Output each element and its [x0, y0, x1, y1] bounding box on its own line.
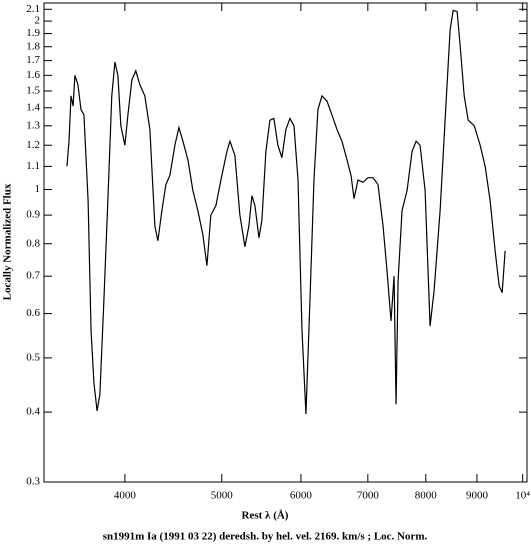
- x-axis-label: Rest λ (Å): [242, 510, 289, 522]
- y-tick-label: 0.6: [26, 307, 40, 319]
- y-tick-label: 0.3: [26, 476, 40, 488]
- y-tick-label: 0.8: [26, 237, 40, 249]
- y-tick-label: 2: [35, 15, 41, 27]
- y-tick-label: 1.8: [26, 40, 40, 52]
- spectrum-line: [66, 9, 506, 414]
- y-tick-label: 1.3: [26, 119, 40, 131]
- y-tick-label: 1.7: [26, 54, 40, 66]
- x-tick-label: 10⁴: [515, 490, 530, 502]
- y-tick-label: 1.4: [26, 101, 40, 113]
- y-axis-label: Locally Normalized Flux: [2, 183, 14, 300]
- y-tick-label: 1: [35, 183, 41, 195]
- y-tick-label: 1.6: [26, 69, 40, 81]
- x-tick-label: 8000: [415, 490, 438, 502]
- y-tick-label: 1.2: [26, 139, 40, 151]
- y-tick-label: 0.7: [26, 270, 40, 282]
- y-tick-label: 1.9: [26, 27, 40, 39]
- y-tick-label: 2.1: [26, 3, 40, 15]
- y-tick-label: 1.5: [26, 85, 40, 97]
- chart-title: sn1991m Ia (1991 03 22) deredsh. by hel.…: [103, 531, 428, 543]
- x-tick-label: 4000: [114, 490, 137, 502]
- plot-frame: [43, 2, 528, 483]
- x-tick-label: 6000: [290, 490, 313, 502]
- y-tick-label: 0.4: [26, 406, 40, 418]
- y-tick-label: 0.5: [26, 351, 40, 363]
- x-tick-label: 7000: [357, 490, 380, 502]
- x-tick-label: 9000: [466, 490, 489, 502]
- y-tick-label: 0.9: [26, 209, 40, 221]
- x-tick-label: 5000: [211, 490, 234, 502]
- y-tick-label: 1.1: [26, 160, 40, 172]
